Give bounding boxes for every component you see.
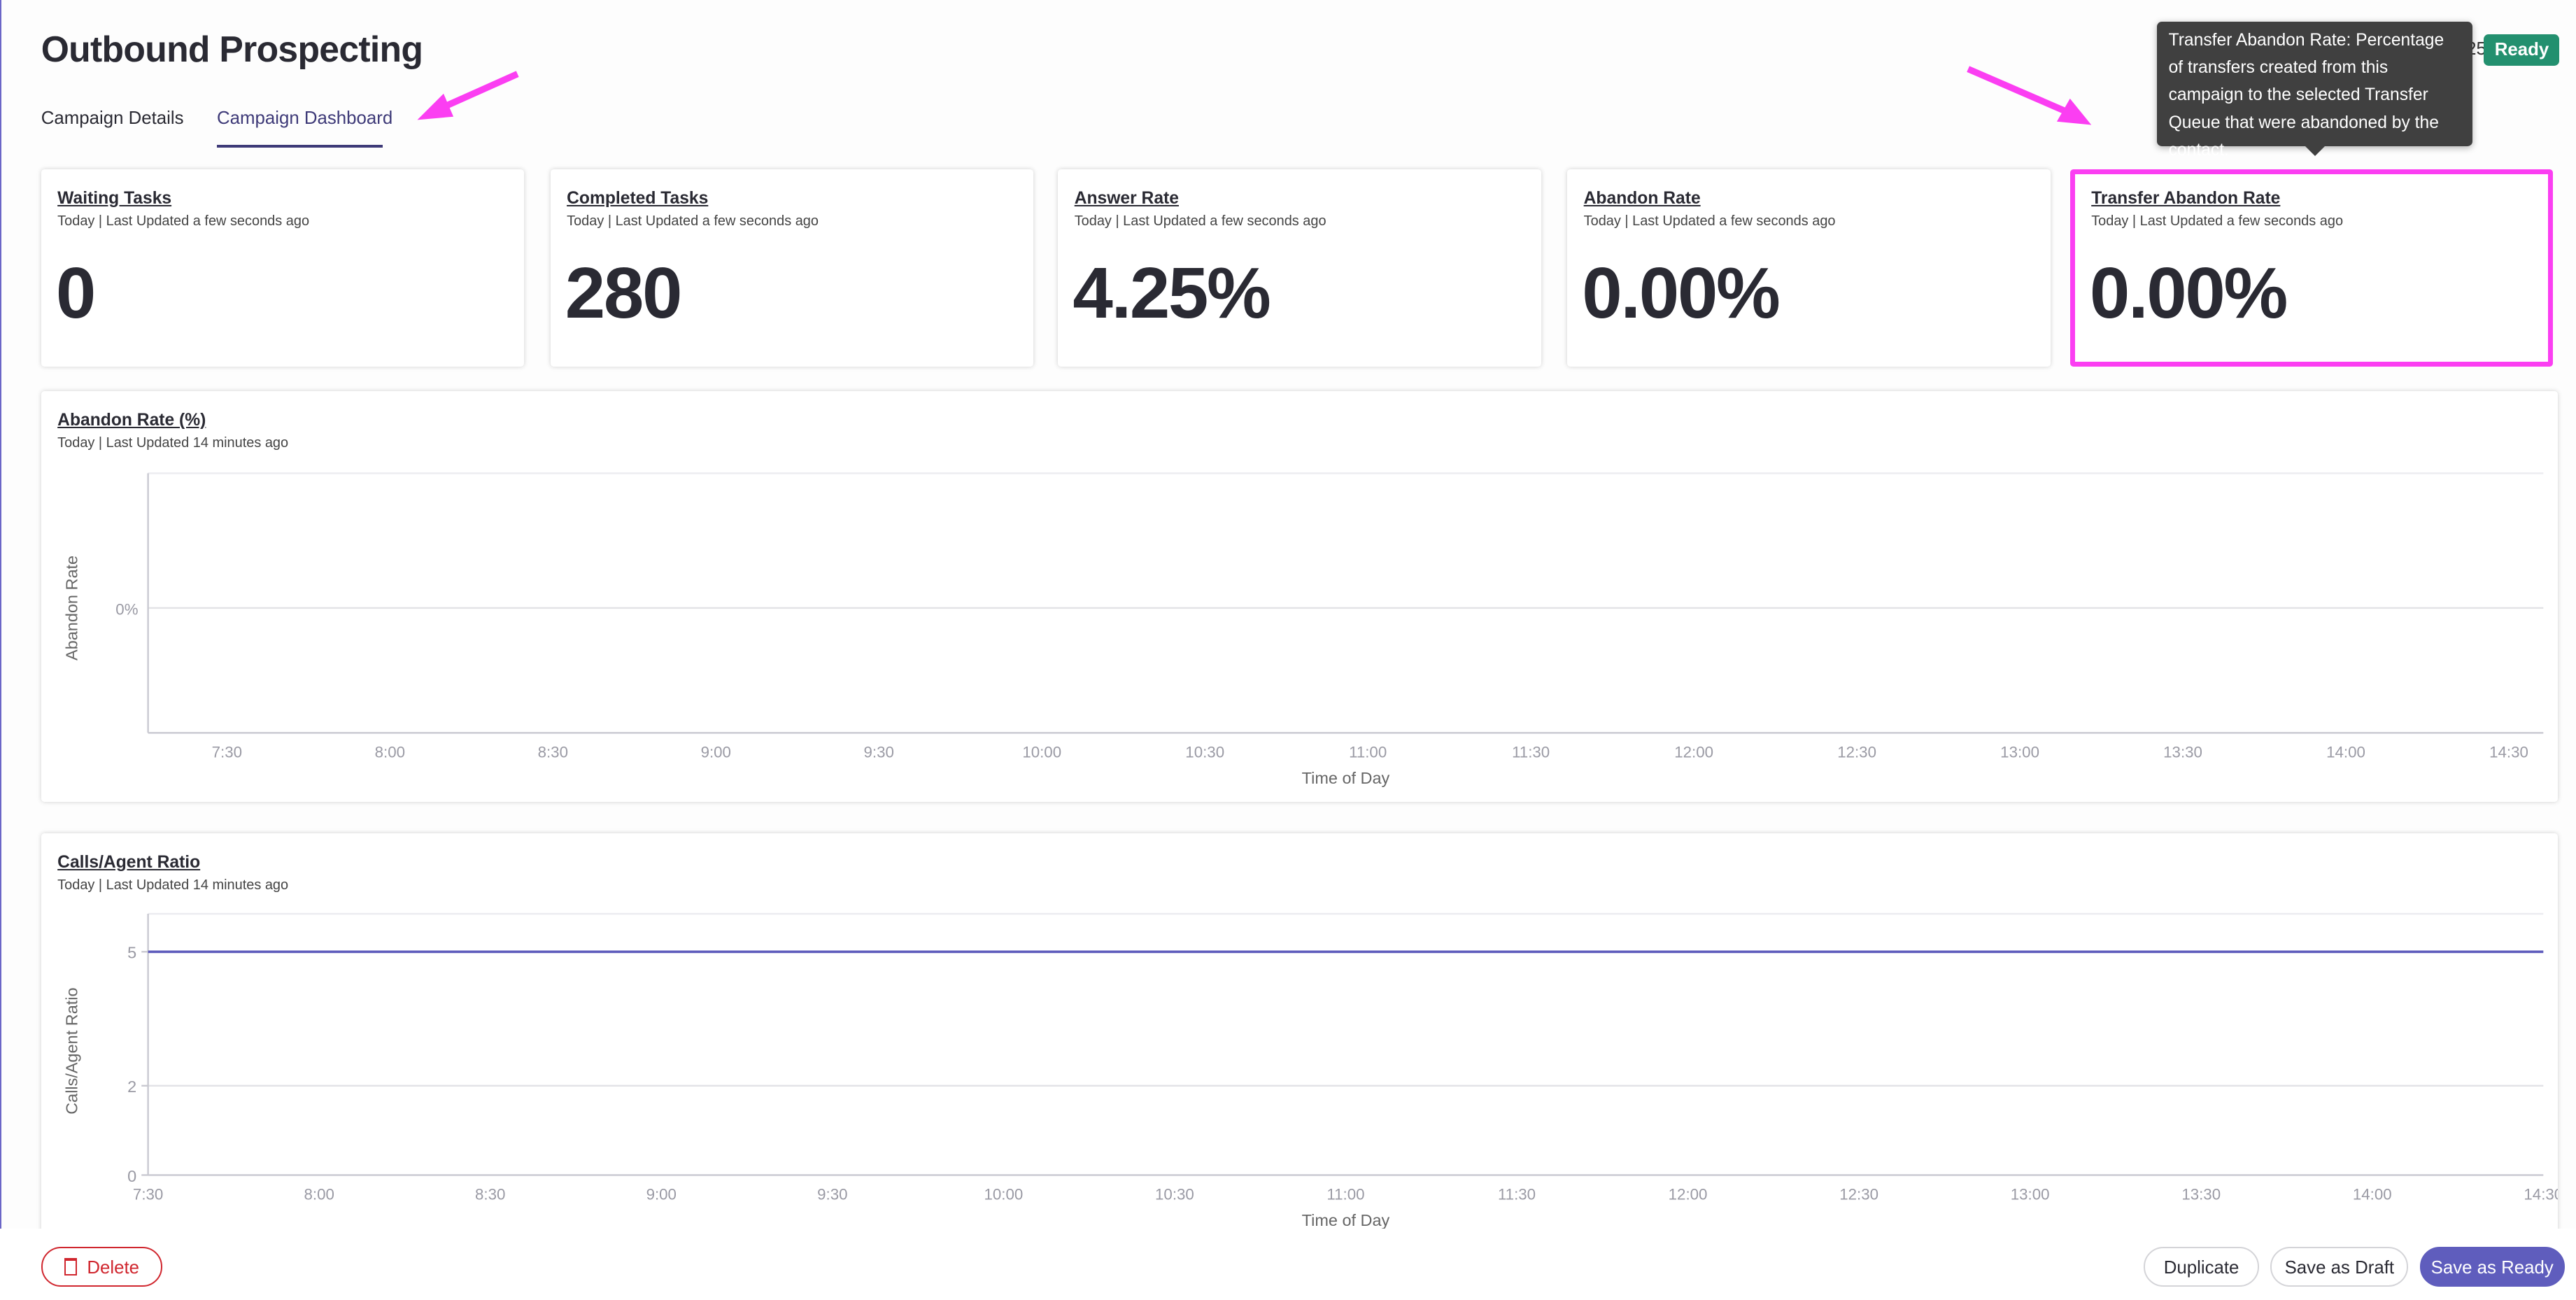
- chart-title[interactable]: Abandon Rate (%): [57, 411, 206, 430]
- kpi-title[interactable]: Completed Tasks: [567, 189, 709, 209]
- kpi-title[interactable]: Answer Rate: [1074, 189, 1179, 209]
- x-tick-label: 13:30: [2163, 744, 2202, 761]
- x-tick-label: 11:30: [1498, 1185, 1536, 1203]
- x-tick-label: 8:00: [304, 1185, 334, 1203]
- chart-subtitle: Today | Last Updated 14 minutes ago: [57, 435, 289, 451]
- y-tick-label: 2: [127, 1078, 136, 1096]
- x-tick-label: 10:00: [984, 1185, 1023, 1203]
- x-tick-label: 12:00: [1668, 1185, 1707, 1203]
- x-tick-label: 10:30: [1185, 744, 1224, 761]
- x-tick-label: 8:30: [537, 744, 567, 761]
- x-tick-label: 13:30: [2181, 1185, 2221, 1203]
- kpi-value: 0: [55, 252, 97, 334]
- sidebar-edge: [0, 0, 2, 1300]
- kpi-subtitle: Today | Last Updated a few seconds ago: [1074, 213, 1326, 229]
- chart-subtitle: Today | Last Updated 14 minutes ago: [57, 877, 289, 893]
- active-tab-indicator: [216, 144, 383, 148]
- x-axis-label: Time of Day: [1301, 1211, 1389, 1229]
- x-tick-label: 10:00: [1022, 744, 1061, 761]
- kpi-card-completed-tasks: Completed Tasks Today | Last Updated a f…: [550, 169, 1033, 367]
- calls-agent-ratio-chart: 0 2 5 7:30 8:00 8:30 9:00 9:30 10:00 10:30 11:00 11…: [62, 912, 2558, 1229]
- kpi-title[interactable]: Abandon Rate: [1583, 189, 1701, 209]
- status-badge: Ready: [2484, 34, 2560, 66]
- save-as-draft-button[interactable]: Save as Draft: [2270, 1247, 2409, 1287]
- x-tick-label: 8:00: [374, 744, 404, 761]
- abandon-rate-chart: 0% 7:30 8:00 8:30 9:00 9:30 10:00 10:30 11:00 11:…: [62, 472, 2544, 787]
- x-tick-label: 9:00: [646, 1185, 676, 1203]
- x-tick-label: 12:30: [1839, 1185, 1878, 1203]
- x-tick-label: 7:30: [133, 1185, 163, 1203]
- kpi-card-abandon-rate: Abandon Rate Today | Last Updated a few …: [1567, 169, 2051, 367]
- tab-campaign-dashboard[interactable]: Campaign Dashboard: [216, 108, 393, 128]
- page-title: Outbound Prospecting: [41, 28, 423, 69]
- x-tick-label: 11:00: [1326, 1185, 1364, 1203]
- y-tick-label: 0: [127, 1166, 136, 1185]
- x-tick-label: 13:00: [2000, 744, 2039, 761]
- kpi-card-waiting-tasks: Waiting Tasks Today | Last Updated a few…: [41, 169, 525, 367]
- y-axis-label: Abandon Rate: [62, 556, 80, 660]
- x-axis-label: Time of Day: [1301, 769, 1389, 787]
- kpi-title[interactable]: Waiting Tasks: [57, 189, 172, 209]
- x-tick-label: 11:30: [1512, 744, 1550, 761]
- y-axis-label: Calls/Agent Ratio: [62, 987, 80, 1114]
- x-tick-label: 10:30: [1155, 1185, 1194, 1203]
- chart-card-abandon-rate: Abandon Rate (%) Today | Last Updated 14…: [41, 390, 2559, 802]
- x-tick-label: 9:30: [817, 1185, 847, 1203]
- annotation-arrow-tab: [417, 71, 519, 120]
- kpi-value: 4.25%: [1073, 252, 1271, 334]
- y-tick-label: 0%: [115, 600, 138, 618]
- chart-card-calls-agent-ratio: Calls/Agent Ratio Today | Last Updated 1…: [41, 833, 2559, 1261]
- x-tick-label: 8:30: [475, 1185, 505, 1203]
- x-tick-label: 13:00: [2010, 1185, 2049, 1203]
- kpi-card-transfer-abandon-rate: Transfer Abandon Rate Today | Last Updat…: [2069, 169, 2554, 367]
- x-tick-label: 11:00: [1349, 744, 1387, 761]
- x-tick-label: 9:30: [863, 744, 893, 761]
- kpi-subtitle: Today | Last Updated a few seconds ago: [2091, 213, 2344, 229]
- kpi-subtitle: Today | Last Updated a few seconds ago: [567, 213, 819, 229]
- x-tick-label: 12:00: [1674, 744, 1713, 761]
- chart-title[interactable]: Calls/Agent Ratio: [57, 852, 201, 872]
- kpi-title[interactable]: Transfer Abandon Rate: [2091, 188, 2281, 208]
- delete-button[interactable]: Delete: [41, 1247, 163, 1287]
- x-tick-label: 14:30: [2489, 744, 2528, 761]
- kpi-card-answer-rate: Answer Rate Today | Last Updated a few s…: [1058, 169, 1541, 367]
- x-tick-label: 14:00: [2326, 744, 2365, 761]
- delete-label: Delete: [87, 1258, 139, 1278]
- x-tick-label: 14:00: [2353, 1185, 2392, 1203]
- y-tick-label: 5: [127, 943, 136, 961]
- kpi-subtitle: Today | Last Updated a few seconds ago: [57, 213, 310, 229]
- x-tick-label: 14:30: [2524, 1185, 2558, 1203]
- kpi-value: 280: [565, 252, 683, 334]
- annotation-arrow-kpi: [1967, 66, 2092, 125]
- kpi-value: 0.00%: [2089, 252, 2288, 334]
- kpi-subtitle: Today | Last Updated a few seconds ago: [1583, 213, 1836, 229]
- duplicate-button[interactable]: Duplicate: [2144, 1247, 2259, 1287]
- x-tick-label: 7:30: [211, 744, 241, 761]
- tooltip: Transfer Abandon Rate: Percentage of tra…: [2157, 21, 2473, 160]
- x-tick-label: 9:00: [700, 744, 730, 761]
- trash-icon: [64, 1257, 78, 1276]
- kpi-value: 0.00%: [1582, 252, 1781, 334]
- save-as-ready-button[interactable]: Save as Ready: [2419, 1247, 2565, 1287]
- x-tick-label: 12:30: [1837, 744, 1876, 761]
- tab-campaign-details[interactable]: Campaign Details: [41, 108, 184, 128]
